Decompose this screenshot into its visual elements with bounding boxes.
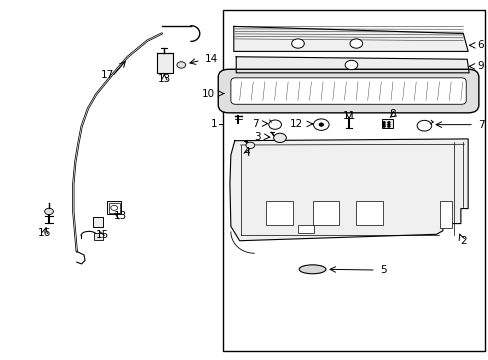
Text: 1: 1: [211, 118, 217, 129]
Circle shape: [319, 123, 323, 126]
Circle shape: [387, 126, 389, 127]
Circle shape: [349, 39, 362, 48]
Bar: [312, 202, 339, 225]
FancyBboxPatch shape: [218, 69, 478, 113]
Circle shape: [177, 62, 185, 68]
Text: 7: 7: [477, 120, 484, 130]
Bar: [107, 202, 121, 214]
Text: 5: 5: [380, 265, 386, 275]
Text: 17: 17: [101, 69, 114, 80]
Text: 6: 6: [476, 40, 483, 50]
Bar: [222, 10, 484, 351]
Circle shape: [382, 124, 384, 125]
Text: 10: 10: [202, 89, 215, 99]
Text: 15: 15: [96, 230, 109, 240]
Circle shape: [382, 122, 384, 123]
Bar: [93, 217, 103, 227]
Circle shape: [387, 122, 389, 123]
Circle shape: [387, 124, 389, 125]
Text: 4: 4: [243, 147, 250, 157]
Bar: [157, 53, 172, 73]
Circle shape: [416, 120, 431, 131]
Circle shape: [268, 120, 281, 129]
Text: 9: 9: [476, 62, 483, 71]
Text: 13: 13: [157, 74, 170, 84]
Text: 7: 7: [252, 118, 259, 129]
Text: 13: 13: [114, 211, 127, 221]
Circle shape: [345, 60, 357, 69]
Circle shape: [111, 205, 117, 210]
Text: 2: 2: [459, 236, 466, 246]
Bar: [356, 202, 382, 225]
Text: 14: 14: [204, 54, 218, 64]
Circle shape: [273, 133, 286, 143]
Circle shape: [245, 142, 254, 149]
Bar: [439, 202, 451, 228]
FancyBboxPatch shape: [230, 78, 465, 104]
Polygon shape: [233, 26, 467, 51]
Text: 12: 12: [289, 119, 302, 129]
Bar: [381, 119, 392, 128]
Text: 11: 11: [342, 111, 355, 121]
Bar: [94, 233, 103, 240]
Circle shape: [44, 208, 53, 215]
Bar: [109, 203, 119, 213]
Circle shape: [291, 39, 304, 48]
Bar: [297, 225, 313, 233]
Ellipse shape: [299, 265, 325, 274]
Polygon shape: [229, 139, 467, 241]
Text: 8: 8: [388, 109, 395, 119]
Polygon shape: [236, 57, 468, 73]
Bar: [266, 202, 292, 225]
Text: 3: 3: [253, 132, 260, 142]
Circle shape: [382, 126, 384, 127]
Circle shape: [313, 119, 328, 130]
Text: 16: 16: [38, 228, 51, 238]
